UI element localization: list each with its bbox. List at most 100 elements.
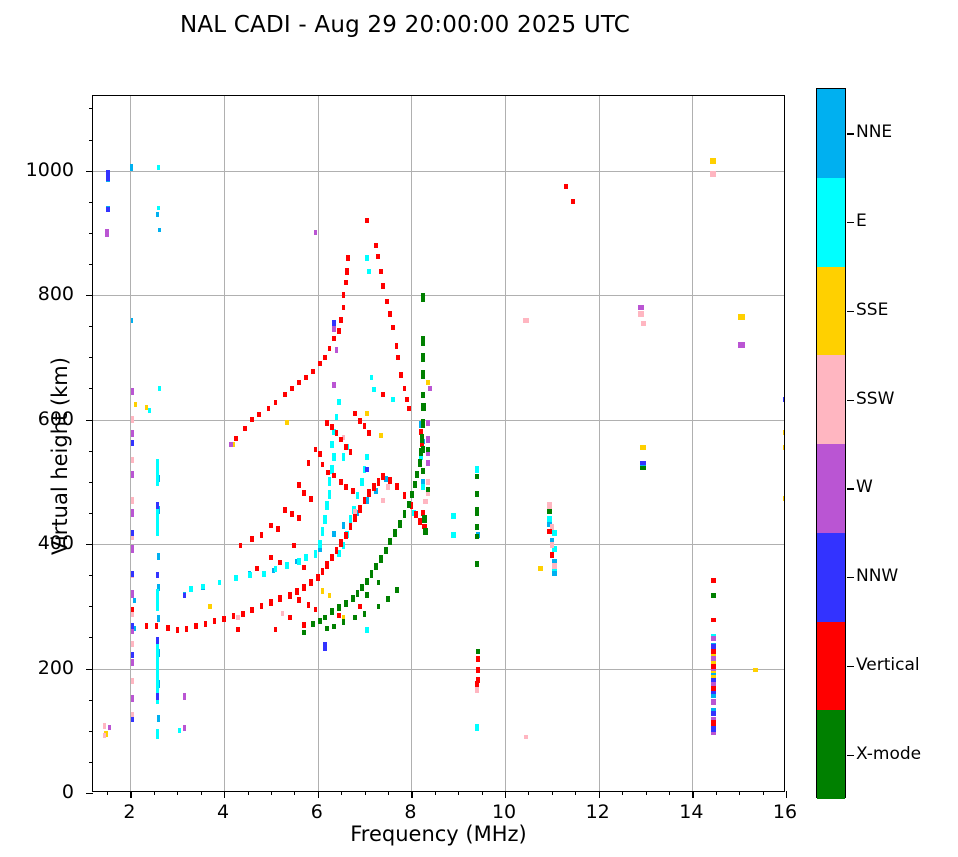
data-point [425, 479, 430, 485]
data-point [374, 242, 379, 249]
axis-tick [89, 761, 93, 763]
data-point [208, 603, 212, 609]
data-point [178, 728, 182, 734]
colorbar-tick [847, 665, 854, 668]
data-point [308, 496, 313, 503]
data-point [273, 399, 278, 405]
data-point [711, 716, 716, 723]
axis-tick [89, 108, 93, 110]
data-point [386, 484, 390, 490]
axis-tick [598, 791, 600, 798]
data-point [327, 477, 332, 487]
data-point [156, 552, 161, 561]
data-point [301, 565, 306, 571]
colorbar-segment-w [817, 444, 845, 533]
gridline-vertical [505, 96, 507, 791]
axis-tick [622, 791, 624, 795]
data-point [131, 470, 135, 479]
axis-tick [668, 791, 670, 795]
data-point [711, 643, 716, 649]
data-point [711, 693, 716, 699]
data-point [311, 368, 315, 374]
data-point [131, 530, 135, 536]
data-point [421, 293, 426, 302]
data-point [240, 610, 245, 617]
data-point [388, 537, 393, 546]
axis-tick [551, 791, 553, 795]
data-point [131, 658, 135, 667]
data-point [355, 491, 360, 500]
data-point [351, 595, 355, 603]
y-tick-label: 1000 [25, 158, 74, 181]
data-point [367, 430, 372, 437]
data-point [318, 540, 322, 548]
data-point [304, 554, 308, 562]
data-point [474, 561, 480, 567]
data-point [365, 497, 369, 504]
data-point [547, 521, 552, 527]
data-point [381, 392, 386, 398]
data-point [322, 354, 327, 360]
data-point [353, 509, 358, 515]
data-point [474, 534, 480, 540]
data-point [381, 473, 386, 481]
data-point [711, 636, 716, 642]
data-point [131, 626, 135, 634]
data-point [320, 587, 325, 594]
data-point [376, 603, 381, 610]
data-point [640, 465, 647, 471]
data-point [343, 484, 348, 490]
data-point [131, 429, 135, 438]
data-point [201, 583, 205, 590]
data-point [131, 387, 135, 396]
data-point [738, 342, 745, 348]
data-point [155, 728, 160, 739]
data-point [395, 587, 400, 593]
data-point [383, 475, 388, 482]
data-point [376, 478, 381, 486]
data-point [325, 625, 329, 631]
data-point [640, 445, 647, 451]
data-point [322, 514, 327, 524]
data-point [133, 401, 137, 407]
axis-tick [89, 699, 93, 701]
data-point [475, 666, 480, 673]
data-point [311, 620, 315, 627]
data-point [290, 511, 294, 517]
data-point [551, 562, 557, 569]
data-point [365, 466, 369, 473]
data-point [711, 679, 716, 689]
data-point [365, 217, 369, 224]
data-point [417, 518, 422, 526]
data-point [551, 530, 557, 536]
data-point [222, 615, 226, 622]
data-point [297, 515, 301, 521]
plot-area [86, 95, 788, 798]
axis-tick [786, 791, 788, 798]
data-point [131, 497, 135, 504]
data-point [156, 714, 161, 723]
data-point [547, 509, 552, 515]
data-point [297, 482, 301, 488]
data-point [297, 597, 301, 603]
data-point [229, 441, 233, 448]
data-point [269, 599, 273, 606]
data-point [411, 510, 416, 516]
data-point [563, 183, 569, 189]
data-point [131, 509, 135, 517]
y-tick-label: 400 [37, 532, 74, 555]
data-point [390, 397, 395, 403]
colorbar-segment-ssw [817, 355, 845, 444]
axis-tick [86, 544, 93, 546]
data-point [233, 435, 238, 441]
data-point [549, 523, 555, 530]
data-point [131, 590, 135, 598]
y-tick-label: 600 [37, 407, 74, 430]
axis-tick [89, 512, 93, 514]
axis-tick [387, 791, 389, 795]
data-point [297, 379, 301, 385]
data-point [332, 472, 336, 479]
data-point [341, 434, 346, 440]
data-point [315, 573, 320, 582]
data-point [537, 566, 543, 572]
